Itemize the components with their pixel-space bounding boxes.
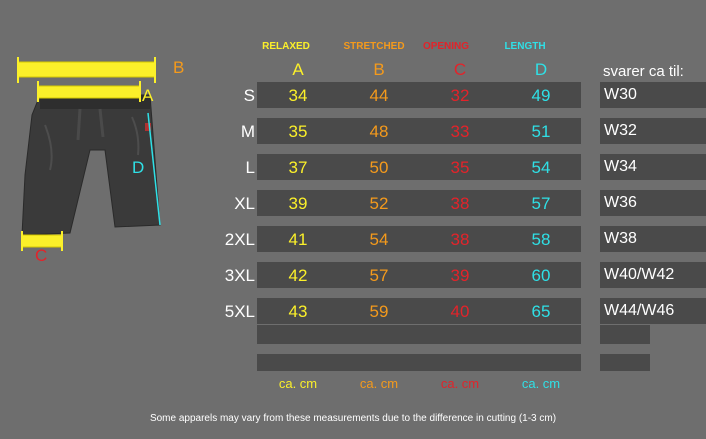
cell-b: 50 [369, 158, 389, 177]
diagram-label-a: A [142, 86, 154, 105]
cell-d: 57 [531, 194, 551, 213]
unit-d: ca. cm [521, 376, 561, 391]
col-label-relaxed: RELAXED [262, 41, 310, 52]
cell-d: 51 [531, 122, 551, 141]
waist-size: W32 [604, 122, 637, 139]
size-label: M [240, 122, 255, 141]
shorts-diagram [17, 57, 161, 251]
col-letter-d: D [534, 60, 548, 79]
cell-c: 38 [450, 230, 470, 249]
cell-c: 35 [450, 158, 470, 177]
waist-cell [600, 154, 706, 180]
waist-size: W30 [604, 86, 637, 103]
diagram-label-b: B [173, 58, 185, 77]
waist-cell [600, 118, 706, 144]
waist-cell [600, 226, 706, 252]
waist-cell [600, 262, 706, 288]
size-label: 5XL [224, 302, 255, 321]
cell-a: 34 [288, 86, 308, 105]
waist-size: W44/W46 [604, 302, 675, 319]
shorts-body [21, 94, 161, 236]
table-row [257, 262, 581, 288]
cell-c: 39 [450, 266, 470, 285]
cell-a: 39 [288, 194, 308, 213]
cell-a: 43 [288, 302, 308, 321]
cell-d: 49 [531, 86, 551, 105]
empty-waist-cell [600, 354, 650, 371]
cell-c: 38 [450, 194, 470, 213]
empty-row [257, 354, 581, 371]
cell-c: 33 [450, 122, 470, 141]
table-row [257, 82, 581, 108]
col-label-opening: OPENING [422, 41, 470, 52]
unit-a: ca. cm [278, 376, 318, 391]
footnote: Some apparels may vary from these measur… [149, 413, 557, 424]
cell-b: 44 [369, 86, 389, 105]
table-row [257, 154, 581, 180]
waist-cell [600, 298, 706, 324]
cell-d: 54 [531, 158, 551, 177]
size-label: 2XL [224, 230, 255, 249]
measure-line-d [147, 112, 161, 226]
cell-b: 54 [369, 230, 389, 249]
size-label: 3XL [224, 266, 255, 285]
waist-cell [600, 190, 706, 216]
waist-size: W36 [604, 194, 637, 211]
measure-bar-a [37, 85, 141, 99]
cell-c: 40 [450, 302, 470, 321]
empty-waist-cell [600, 325, 650, 344]
diagram-label-d: D [132, 158, 145, 177]
waist-size: W34 [604, 158, 637, 175]
equivalent-header: svarer ca til: [603, 63, 684, 80]
col-letter-c: C [453, 60, 467, 79]
table-row [257, 226, 581, 252]
cell-d: 65 [531, 302, 551, 321]
size-label: XL [234, 194, 255, 213]
cell-c: 32 [450, 86, 470, 105]
empty-row [257, 325, 581, 344]
unit-c: ca. cm [440, 376, 480, 391]
unit-b: ca. cm [359, 376, 399, 391]
size-label: L [245, 158, 255, 177]
cell-d: 58 [531, 230, 551, 249]
size-label: S [243, 86, 255, 105]
cell-a: 42 [288, 266, 308, 285]
cell-d: 60 [531, 266, 551, 285]
cell-b: 57 [369, 266, 389, 285]
table-row [257, 298, 581, 324]
cell-b: 52 [369, 194, 389, 213]
waist-cell [600, 82, 706, 108]
cell-b: 59 [369, 302, 389, 321]
table-row [257, 118, 581, 144]
waist-size: W40/W42 [604, 266, 675, 283]
cell-b: 48 [369, 122, 389, 141]
cell-a: 35 [288, 122, 308, 141]
table-row [257, 190, 581, 216]
cell-a: 37 [288, 158, 308, 177]
diagram-label-c: C [35, 246, 48, 265]
waist-size: W38 [604, 230, 637, 247]
col-letter-a: A [292, 60, 304, 79]
cell-a: 41 [288, 230, 308, 249]
col-letter-b: B [373, 60, 385, 79]
col-label-stretched: STRETCHED [343, 41, 405, 52]
col-label-length: LENGTH [504, 41, 546, 52]
measure-bar-b [17, 61, 156, 78]
